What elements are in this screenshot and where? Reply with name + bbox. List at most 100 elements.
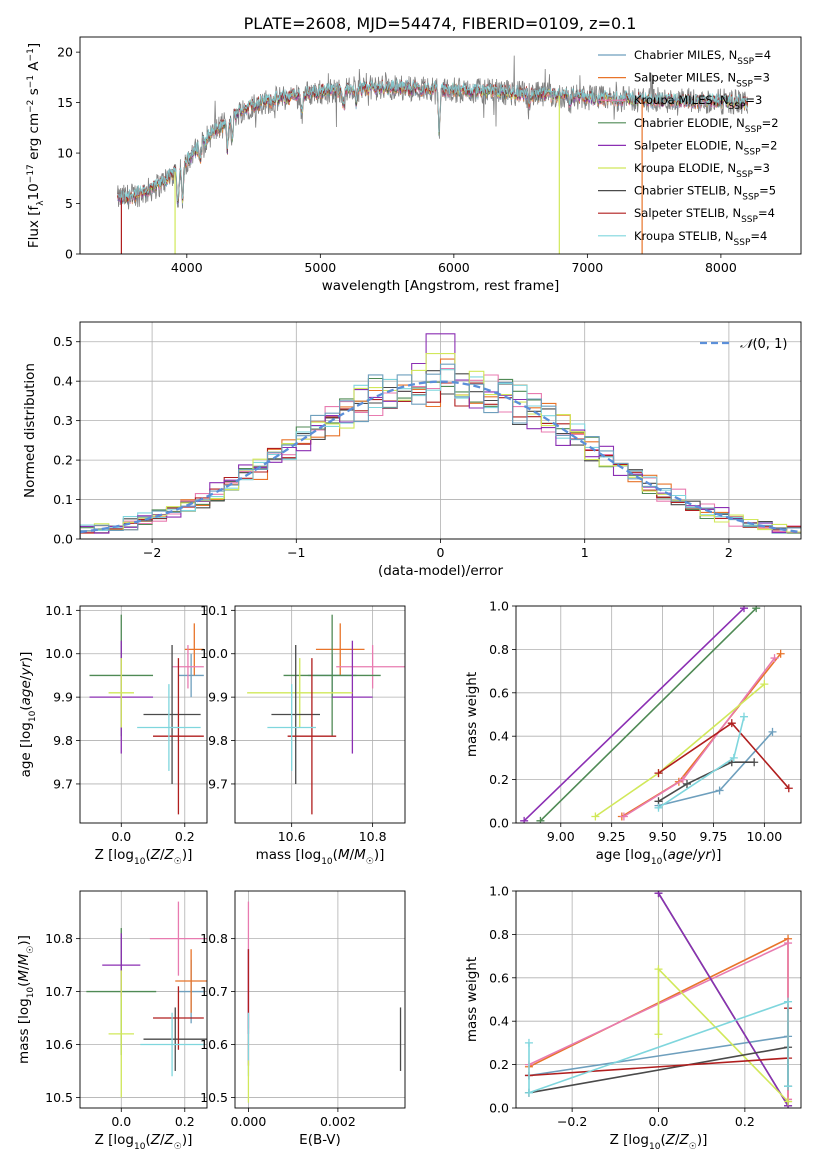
legend-label-sub: SSP: [741, 215, 758, 225]
weight-line: [657, 892, 789, 1107]
x-tick-label: 0.000: [231, 1114, 267, 1129]
weight-line: [658, 761, 755, 802]
x-axis-label-part: yr: [696, 847, 712, 863]
y-axis-label: age [log10(age/yr)]: [18, 652, 38, 778]
weight-marker: [784, 997, 793, 1006]
weight-marker: [768, 727, 777, 736]
legend-label: Chabrier MILES, NSSP=4: [634, 48, 771, 67]
x-tick-label: 9.75: [700, 829, 728, 844]
x-tick-label: 10.8: [359, 829, 387, 844]
histogram-step: [80, 363, 801, 539]
x-axis-label-part: M: [338, 847, 350, 863]
y-tick-label: 0.4: [489, 1014, 509, 1029]
x-tick-label: 9.00: [547, 829, 575, 844]
axes-frame: [79, 321, 802, 540]
x-axis-label-part: (: [145, 847, 150, 863]
plot-area: [89, 614, 204, 815]
x-tick-label: 4000: [171, 260, 203, 275]
x-tick-label: 0.0: [649, 1114, 669, 1129]
x-axis-label-part: Z: [679, 1132, 690, 1148]
y-axis-label-part: (: [18, 705, 34, 710]
legend-label: Chabrier ELODIE, NSSP=2: [634, 116, 779, 135]
weight-marker: [770, 654, 779, 663]
weight-marker: [524, 1088, 533, 1097]
ticks: 0.000 0.002 10.5 10.6 10.7 10.8: [200, 931, 356, 1129]
x-axis-label-part: Z [log: [95, 1132, 134, 1148]
y-axis-label-part: /: [16, 965, 32, 970]
y-tick-label: 10.7: [200, 984, 228, 999]
y-tick-label: 0.6: [489, 685, 509, 700]
y-tick-label: 0.4: [489, 729, 509, 744]
weight-marker: [536, 816, 545, 823]
x-axis-label-part: mass [log: [256, 847, 322, 863]
legend-label-count: =2: [762, 116, 779, 130]
plot-area: [524, 891, 793, 1108]
weight-marker: [784, 784, 793, 793]
x-axis-label-part: /: [350, 847, 355, 863]
weight-marker: [591, 812, 600, 821]
y-axis-label-part: −1: [26, 75, 36, 88]
y-axis-label-part: s: [26, 88, 42, 99]
weight-marker: [678, 775, 687, 784]
x-axis-label: (data-model)/error: [378, 563, 504, 579]
legend-label-args: (0, 1): [752, 337, 787, 352]
x-axis-label-part: /: [160, 1132, 165, 1148]
x-tick-label: 6000: [438, 260, 470, 275]
legend-label: Chabrier STELIB, NSSP=5: [634, 184, 776, 203]
weight-marker: [520, 816, 529, 823]
y-axis-label-part: λ: [36, 200, 46, 206]
x-axis-label-part: Z: [164, 1132, 175, 1148]
y-axis-label-part: ☉: [26, 946, 36, 954]
legend-label-name: Salpeter MILES, N: [634, 71, 736, 85]
legend-label-sub: SSP: [734, 238, 751, 248]
weight-marker: [760, 680, 769, 689]
y-axis-label-part: (: [16, 982, 32, 987]
x-axis-label-part: Z: [164, 847, 175, 863]
y-tick-label: 9.8: [208, 733, 228, 748]
y-tick-label: 10.0: [45, 646, 73, 661]
y-tick-label: 0.0: [53, 532, 73, 547]
x-axis-label-part: wavelength [Angstrom, rest frame]: [322, 278, 560, 294]
x-axis-label-part: Z [log: [610, 1132, 649, 1148]
y-axis-label-part: erg cm: [26, 113, 42, 164]
x-axis-label-part: (: [660, 1132, 665, 1148]
y-tick-label: 10.0: [200, 646, 228, 661]
x-axis-label: Z [log10(Z/Z☉)]: [610, 1132, 708, 1152]
legend-label-sub: SSP: [729, 102, 746, 112]
x-tick-label: 0.002: [320, 1114, 356, 1129]
x-axis-label-part: (data-model)/error: [378, 563, 504, 579]
x-axis-label-part: 10: [321, 857, 333, 867]
y-tick-label: 1.0: [489, 884, 509, 899]
y-tick-label: 10.1: [200, 603, 228, 618]
ticks: 0.0 0.2 10.5 10.6 10.7 10.8: [45, 931, 195, 1129]
grid: [235, 606, 405, 823]
y-tick-label: 9.9: [53, 690, 73, 705]
x-tick-label: 0.0: [111, 829, 131, 844]
y-tick-label: 0.2: [53, 453, 73, 468]
x-axis-label-part: Z: [150, 847, 161, 863]
y-tick-label: 5: [65, 196, 73, 211]
y-axis-label-part: 10: [26, 183, 42, 200]
y-tick-label: 0.8: [489, 642, 509, 657]
legend-label-sub: SSP: [737, 57, 754, 67]
legend-label-sub: SSP: [736, 80, 753, 90]
legend-label-count: =5: [759, 184, 776, 198]
ticks: 0.0 0.2 9.7 9.8 9.9 10.0 10.1: [45, 603, 195, 844]
axes-frame: [515, 890, 802, 1109]
y-axis-label-part: Flux [f: [26, 204, 42, 248]
y-axis-label-part: )]: [18, 652, 34, 663]
x-axis-label-part: /: [675, 1132, 680, 1148]
legend-label-name: Salpeter ELODIE, N: [634, 138, 744, 152]
plot-area: [80, 333, 801, 539]
x-tick-label: 0: [437, 545, 445, 560]
x-axis-label-part: age [log: [596, 847, 651, 863]
legend-label-count: =3: [753, 71, 770, 85]
x-axis-label: age [log10(age/yr)]: [596, 847, 722, 867]
legend-label: Kroupa ELODIE, NSSP=3: [634, 161, 770, 180]
y-tick-label: 10.6: [200, 1037, 228, 1052]
x-axis-label-part: 10: [651, 857, 663, 867]
x-tick-label: 1: [581, 545, 589, 560]
x-axis-label-part: /: [160, 847, 165, 863]
